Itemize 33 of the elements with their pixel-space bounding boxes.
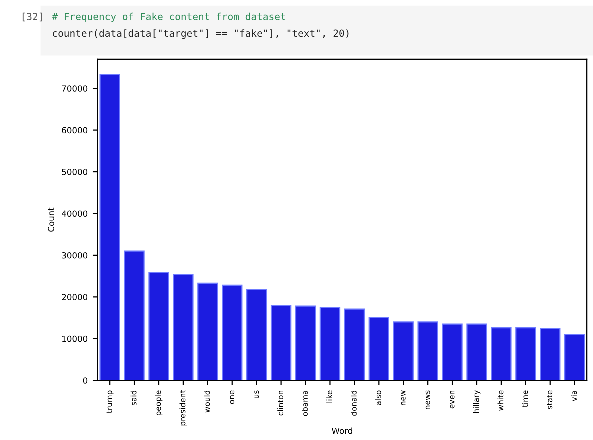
bar (270, 304, 292, 381)
bar (418, 322, 438, 381)
text: # Frequency of Fake content from dataset (52, 12, 286, 22)
y-tick-label: 0 (83, 378, 88, 384)
bar (148, 272, 170, 381)
bar (540, 328, 561, 381)
bar (393, 322, 414, 381)
y-axis-title: Count (48, 208, 54, 232)
bar (198, 282, 218, 381)
bar (491, 327, 512, 381)
text: counter(data[data["target"] == "fake"], "text", 20) (53, 30, 349, 40)
x-axis-title: Word (332, 428, 352, 434)
y-tick-label: 20000 (62, 294, 88, 300)
text: [32] (22, 12, 42, 22)
y-tick-label: 60000 (62, 127, 88, 134)
bar (320, 307, 341, 381)
bar (368, 317, 390, 381)
y-tick-label: 40000 (62, 210, 88, 218)
bar (246, 289, 268, 381)
bar (100, 74, 120, 381)
bar (295, 306, 316, 381)
y-tick-label: 30000 (62, 252, 88, 259)
bar (564, 334, 586, 381)
bar (222, 284, 243, 381)
bar (173, 274, 194, 381)
y-tick-label: 50000 (62, 169, 88, 176)
bar (466, 324, 488, 381)
y-tick-label: 70000 (62, 86, 88, 92)
bar (124, 250, 145, 381)
bar (344, 308, 366, 381)
bar (516, 327, 536, 381)
bar (442, 324, 463, 381)
y-tick-label: 10000 (62, 336, 88, 342)
